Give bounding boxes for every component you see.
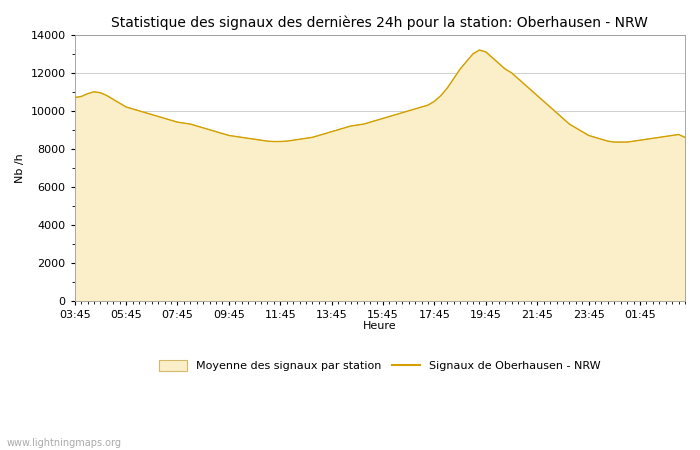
Y-axis label: Nb /h: Nb /h [15, 153, 25, 183]
X-axis label: Heure: Heure [363, 321, 397, 331]
Legend: Moyenne des signaux par station, Signaux de Oberhausen - NRW: Moyenne des signaux par station, Signaux… [156, 357, 604, 375]
Text: www.lightningmaps.org: www.lightningmaps.org [7, 438, 122, 448]
Title: Statistique des signaux des dernières 24h pour la station: Oberhausen - NRW: Statistique des signaux des dernières 24… [111, 15, 648, 30]
